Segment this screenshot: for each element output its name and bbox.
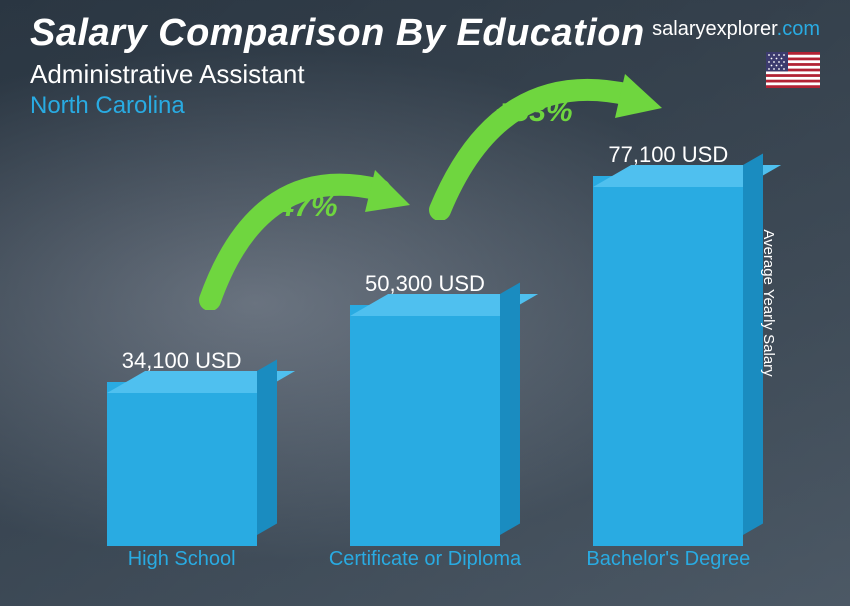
bar-side-face [257,359,277,535]
brand-name: salaryexplorer [652,18,777,40]
bar [107,382,257,546]
bar-front-face [593,176,743,546]
x-axis-label: Certificate or Diploma [325,548,525,596]
bar-side-face [500,282,520,535]
bar-front-face [350,305,500,546]
x-axis-label: High School [82,548,282,596]
brand-label: salaryexplorer.com [652,18,820,41]
bar-front-face [107,382,257,546]
bar-group: 50,300 USD [325,271,525,546]
location-label: North Carolina [30,92,820,120]
y-axis-label: Average Yearly Salary [760,229,777,376]
flag-icon [766,52,820,88]
x-axis-labels: High School Certificate or Diploma Bachelo… [60,548,790,596]
bar-group: 34,100 USD [82,348,282,546]
brand-suffix: .com [777,18,820,40]
bar [593,176,743,546]
increase-arrow-1 [180,150,440,310]
bar [350,305,500,546]
x-axis-label: Bachelor's Degree [568,548,768,596]
location-text: North Carolina [30,92,185,119]
job-subtitle: Administrative Assistant [30,59,820,90]
